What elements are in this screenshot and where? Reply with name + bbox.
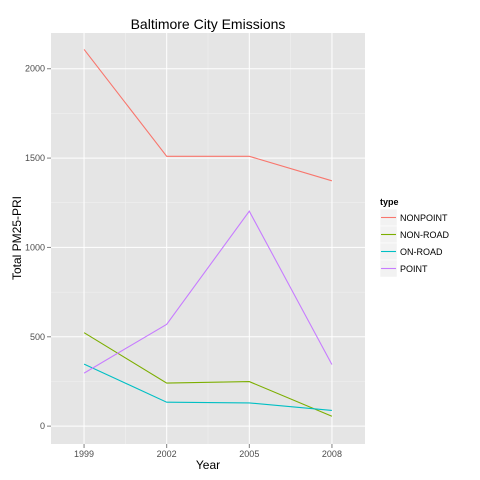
- x-axis-title: Year: [196, 458, 220, 472]
- legend-label: NON-ROAD: [400, 230, 449, 240]
- y-tick-label: 2000: [25, 64, 45, 74]
- x-tick-label: 2008: [322, 449, 342, 459]
- series-line-nonpoint: [83, 49, 333, 182]
- chart-title: Baltimore City Emissions: [131, 16, 286, 32]
- x-axis: 1999 2002 2005 2008: [74, 444, 342, 459]
- y-tick-label: 500: [30, 332, 45, 342]
- series-line-point: [83, 210, 333, 374]
- legend: type NONPOINT NON-ROAD ON-ROAD POINT: [379, 197, 449, 278]
- grid: [51, 33, 365, 444]
- legend-title: type: [380, 197, 399, 207]
- legend-label: POINT: [400, 264, 428, 274]
- y-tick-label: 1500: [25, 153, 45, 163]
- series-lines: [83, 49, 333, 417]
- legend-label: ON-ROAD: [400, 247, 443, 257]
- legend-label: NONPOINT: [400, 213, 448, 223]
- y-axis-title: Total PM25-PRI: [10, 196, 24, 280]
- y-axis: 0 500 1000 1500 2000: [25, 64, 51, 431]
- x-tick-label: 2005: [239, 449, 259, 459]
- x-tick-label: 1999: [74, 449, 94, 459]
- x-tick-label: 2002: [157, 449, 177, 459]
- y-tick-label: 1000: [25, 242, 45, 252]
- series-line-on-road: [83, 363, 332, 411]
- series-line-non-road: [83, 332, 333, 417]
- y-tick-label: 0: [40, 421, 45, 431]
